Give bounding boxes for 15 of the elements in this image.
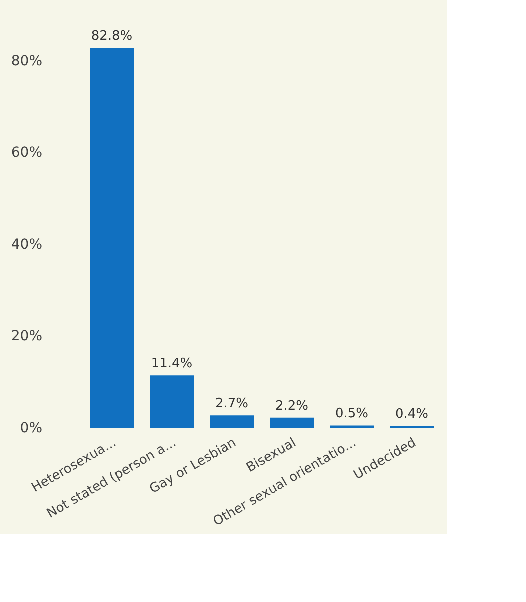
data-label: 0.5% xyxy=(335,406,369,422)
data-label: 2.7% xyxy=(215,396,249,412)
y-tick-label: 60% xyxy=(11,145,42,162)
y-tick-label: 40% xyxy=(11,236,42,253)
bar xyxy=(210,416,254,428)
y-tick-label: 80% xyxy=(11,53,42,70)
bar xyxy=(90,48,134,428)
y-tick-label: 20% xyxy=(11,328,42,345)
bar xyxy=(270,418,314,428)
data-label: 11.4% xyxy=(151,356,193,372)
data-label: 82.8% xyxy=(91,29,133,44)
y-tick-label: 0% xyxy=(20,420,42,436)
data-label: 0.4% xyxy=(395,407,429,422)
bar xyxy=(150,376,194,428)
data-label: 2.2% xyxy=(275,398,309,414)
